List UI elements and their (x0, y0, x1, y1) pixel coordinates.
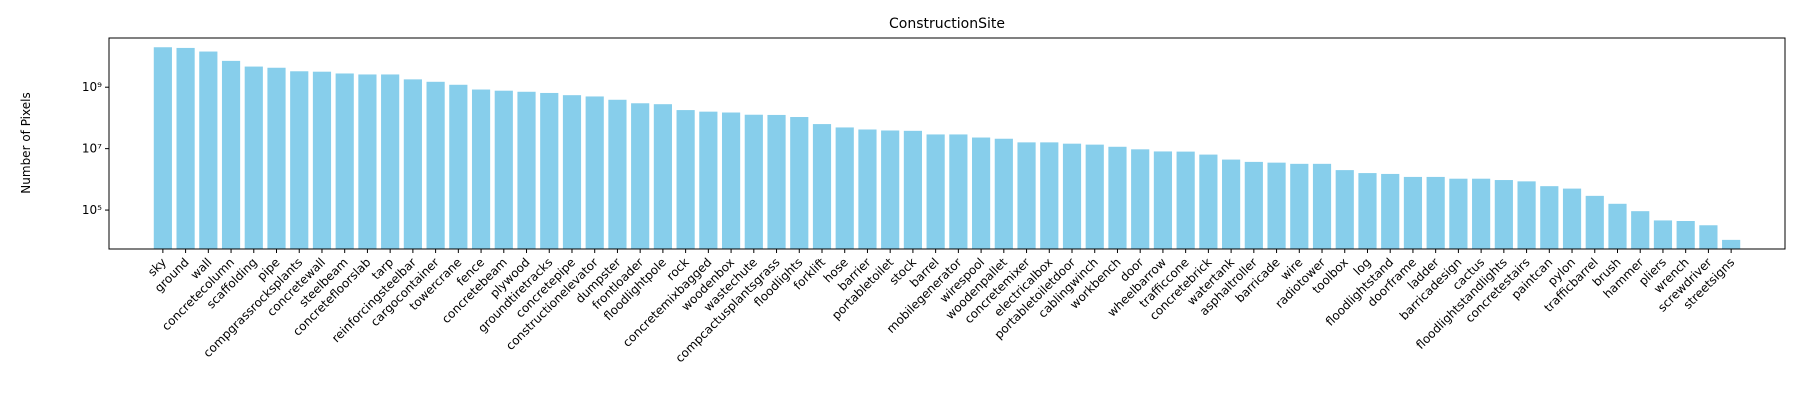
bar (1676, 221, 1695, 249)
bar (949, 134, 968, 249)
bar (1222, 159, 1241, 249)
bar (1403, 176, 1423, 249)
bar (767, 114, 786, 249)
bar (562, 95, 582, 249)
bar (381, 74, 400, 249)
bar (1017, 142, 1036, 249)
bar (1494, 180, 1513, 249)
bar (244, 66, 263, 250)
bar (676, 110, 695, 249)
bar (1358, 173, 1377, 249)
bar (153, 47, 172, 249)
bar (1631, 211, 1650, 249)
bar (1312, 163, 1332, 249)
bar (1381, 173, 1400, 249)
bar (631, 103, 650, 249)
bar (221, 60, 241, 249)
bar (199, 51, 218, 250)
bar (1108, 146, 1127, 249)
bar (267, 67, 286, 250)
bar (972, 137, 991, 249)
bar (471, 89, 491, 249)
bar (1449, 178, 1468, 249)
bar (176, 47, 195, 250)
bar (1608, 203, 1627, 249)
bar (790, 117, 809, 249)
bar (608, 99, 627, 249)
bar (994, 138, 1013, 249)
bar (494, 90, 513, 249)
y-axis-label: Number of Pixels (19, 92, 33, 193)
bar (1176, 151, 1195, 249)
bar (744, 114, 763, 250)
bar (903, 130, 922, 249)
bar (1267, 162, 1286, 249)
bar (426, 81, 445, 250)
bar (1517, 181, 1536, 249)
bar (290, 71, 309, 250)
bar (699, 111, 718, 249)
bar (585, 96, 604, 249)
bar (653, 104, 672, 249)
bar (1426, 176, 1445, 249)
bar (517, 91, 536, 249)
bar (1290, 163, 1309, 249)
bar (1472, 178, 1491, 249)
bar (449, 84, 468, 250)
bar (835, 127, 854, 249)
y-tick-label: 10⁵ (82, 203, 102, 217)
bar (721, 112, 741, 249)
bar (1131, 149, 1150, 249)
bar (1199, 154, 1218, 249)
bar (858, 129, 877, 249)
bar (312, 71, 332, 249)
bar (1540, 186, 1559, 249)
bar (403, 79, 422, 249)
plot-frame (108, 37, 1786, 250)
bar (1153, 151, 1173, 249)
bar (1562, 188, 1582, 249)
bar (1040, 142, 1059, 249)
bar (1722, 239, 1741, 249)
bar (1699, 225, 1718, 249)
bar (1244, 161, 1263, 249)
chart-title: ConstructionSite (889, 16, 1005, 32)
bar (1062, 143, 1082, 249)
bar (812, 124, 832, 249)
y-tick-label: 10⁹ (82, 80, 102, 94)
y-tick-label: 10⁷ (82, 142, 102, 156)
bar (1653, 220, 1673, 249)
bar (926, 134, 945, 249)
bar (335, 73, 354, 250)
bar (881, 130, 900, 249)
bar (1335, 170, 1354, 249)
bar (540, 92, 559, 249)
bar (1585, 195, 1604, 249)
bar (1085, 144, 1104, 249)
bar (358, 74, 377, 249)
